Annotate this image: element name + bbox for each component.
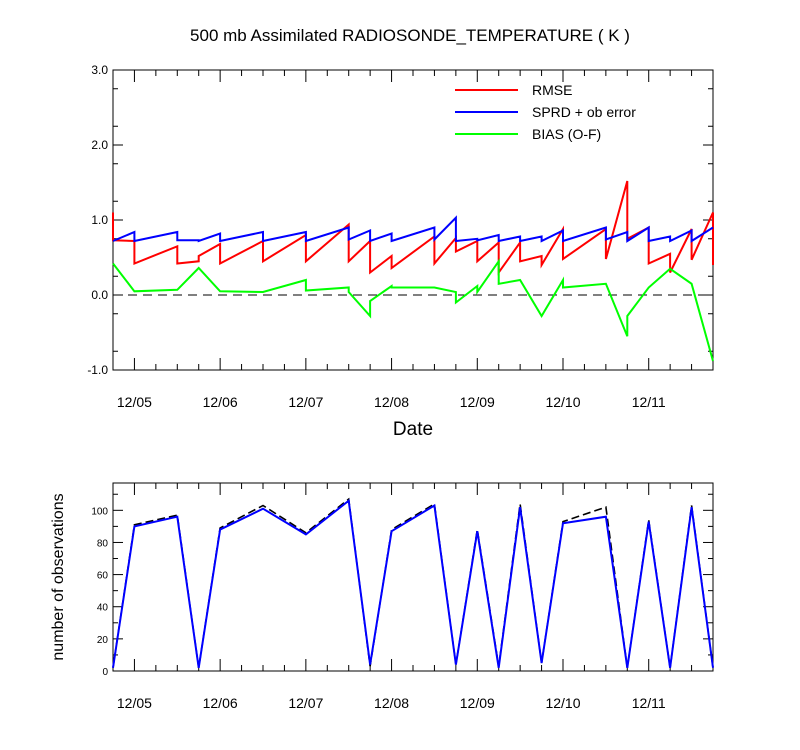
legend-label: SPRD + ob error bbox=[532, 104, 636, 120]
y-tick-label: -1.0 bbox=[87, 363, 108, 377]
series-line-rmse bbox=[112, 180, 714, 276]
y-tick-label: 3.0 bbox=[91, 63, 108, 77]
y-tick-label: 2.0 bbox=[91, 138, 108, 152]
bottom-x-ticks: 12/05 12/06 12/07 12/08 12/09 12/10 12/11 bbox=[112, 483, 714, 711]
y-tick-label: 80 bbox=[97, 538, 109, 549]
legend-label: RMSE bbox=[532, 82, 572, 98]
x-tick-label: 12/10 bbox=[545, 695, 580, 711]
series-line-sprd-ob-error bbox=[112, 215, 714, 243]
y-tick-label: 40 bbox=[97, 603, 109, 614]
x-tick-label: 12/10 bbox=[545, 394, 580, 410]
x-tick-label: 12/09 bbox=[460, 695, 495, 711]
bottom-y-axis-label: number of observations bbox=[50, 493, 67, 660]
x-tick-label: 12/08 bbox=[374, 695, 409, 711]
x-tick-label: 12/08 bbox=[374, 394, 409, 410]
top-x-ticks: 12/05 12/06 12/07 12/08 12/09 12/10 12/11 bbox=[112, 70, 714, 410]
top-x-axis-label: Date bbox=[393, 419, 433, 440]
bottom-y-ticks: 0 20 40 60 80 100 bbox=[91, 493, 713, 678]
y-tick-label: 60 bbox=[97, 571, 109, 582]
y-tick-label: 0.0 bbox=[91, 288, 108, 302]
y-tick-label: 20 bbox=[97, 635, 109, 646]
y-tick-label: 1.0 bbox=[91, 213, 108, 227]
x-tick-label: 12/06 bbox=[203, 695, 238, 711]
x-tick-label: 12/11 bbox=[632, 695, 666, 711]
legend: RMSE SPRD + ob error BIAS (O-F) bbox=[455, 82, 636, 142]
x-tick-label: 12/09 bbox=[460, 394, 495, 410]
y-tick-label: 100 bbox=[91, 506, 108, 517]
series-line-bias-o-f bbox=[112, 258, 714, 362]
chart-title: 500 mb Assimilated RADIOSONDE_TEMPERATUR… bbox=[190, 26, 630, 45]
x-tick-label: 12/05 bbox=[117, 695, 152, 711]
x-tick-label: 12/11 bbox=[632, 394, 666, 410]
y-tick-label: 0 bbox=[102, 667, 108, 678]
top-series-lines bbox=[112, 180, 714, 362]
top-plot: -1.00.01.02.03.0 12/05 12/06 12/07 12/08 12/… bbox=[87, 63, 714, 410]
x-tick-label: 12/05 bbox=[117, 394, 152, 410]
legend-label: BIAS (O-F) bbox=[532, 126, 601, 142]
x-tick-label: 12/07 bbox=[288, 394, 323, 410]
bottom-series-lines bbox=[112, 497, 714, 668]
series-line-obs-1 bbox=[112, 498, 714, 668]
x-tick-label: 12/07 bbox=[288, 695, 323, 711]
x-tick-label: 12/06 bbox=[203, 394, 238, 410]
